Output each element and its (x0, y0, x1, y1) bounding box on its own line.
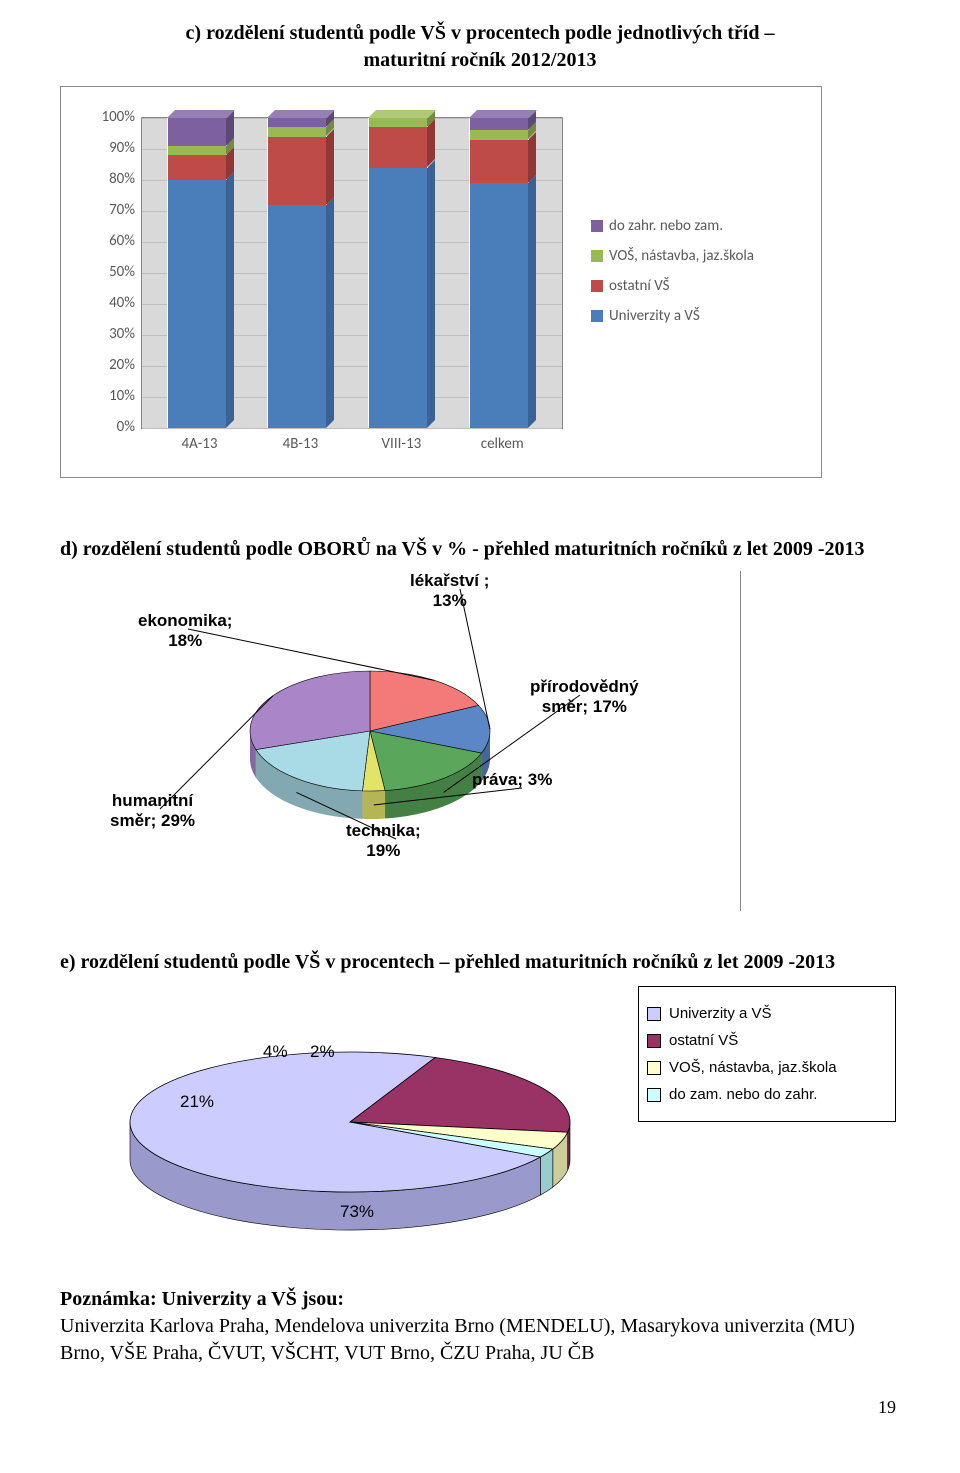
chart-e-value-label: 4% (263, 1042, 288, 1062)
chart-c-ytick: 30% (65, 325, 135, 343)
chart-c-ytick: 100% (65, 108, 135, 126)
chart-c-legend-item: do zahr. nebo zam. (591, 217, 754, 235)
chart-e-legend-item: ostatní VŠ (647, 1032, 887, 1049)
heading-e: e) rozdělení studentů podle VŠ v procent… (60, 951, 900, 974)
chart-e: 21% 4% 2% 73% Univerzity a VŠ ostatní VŠ VOŠ, … (60, 980, 896, 1250)
chart-c-ytick: 60% (65, 232, 135, 250)
chart-d-slice-label: ekonomika; 18% (138, 611, 232, 652)
chart-c-xtick: 4A-13 (182, 435, 218, 453)
chart-c-legend-item: Univerzity a VŠ (591, 307, 754, 325)
chart-c-bar (368, 118, 428, 428)
chart-c-bar (167, 118, 227, 428)
footnote-bold: Poznámka: Univerzity a VŠ jsou: (60, 1288, 344, 1310)
page-number: 19 (60, 1397, 900, 1418)
chart-c-ytick: 90% (65, 139, 135, 157)
chart-c-ytick: 80% (65, 170, 135, 188)
chart-d-slice-label: přírodovědný směr; 17% (530, 677, 639, 718)
footnote: Poznámka: Univerzity a VŠ jsou: Univerzi… (60, 1286, 900, 1367)
chart-c-xtick: 4B-13 (283, 435, 319, 453)
chart-c-xtick: celkem (481, 435, 524, 453)
chart-c-ytick: 70% (65, 201, 135, 219)
footnote-line2: Brno, VŠE Praha, ČVUT, VŠCHT, VUT Brno, … (60, 1342, 594, 1364)
chart-c-legend: do zahr. nebo zam. VOŠ, nástavba, jaz.ško… (591, 217, 754, 337)
chart-c-bar (267, 118, 327, 428)
heading-c-line2: maturitní ročník 2012/2013 (364, 49, 597, 71)
chart-d-slice-label: technika; 19% (346, 821, 421, 862)
chart-c-plot (141, 117, 563, 429)
chart-d: ekonomika; 18% lékařství ; 13% přírodovědn… (60, 571, 896, 911)
chart-e-legend: Univerzity a VŠ ostatní VŠ VOŠ, nástavba, … (638, 986, 896, 1122)
chart-c-ytick: 50% (65, 263, 135, 281)
chart-c-ytick: 40% (65, 294, 135, 312)
chart-e-value-label: 73% (340, 1202, 374, 1222)
footnote-line1: Univerzita Karlova Praha, Mendelova univ… (60, 1315, 855, 1337)
heading-d: d) rozdělení studentů podle OBORŮ na VŠ … (60, 538, 900, 561)
heading-c-line1: c) rozdělení studentů podle VŠ v procent… (186, 22, 775, 44)
chart-d-slice-label: lékařství ; 13% (410, 571, 489, 612)
chart-d-slice-label: práva; 3% (472, 770, 552, 790)
chart-c-ytick: 0% (65, 418, 135, 436)
chart-c-ytick: 10% (65, 387, 135, 405)
chart-d-slice-label: humanitní směr; 29% (110, 791, 195, 832)
chart-c-ytick: 20% (65, 356, 135, 374)
chart-e-legend-item: VOŠ, nástavba, jaz.škola (647, 1059, 887, 1076)
chart-e-value-label: 21% (180, 1092, 214, 1112)
chart-c-legend-item: ostatní VŠ (591, 277, 754, 295)
chart-c-bar (469, 118, 529, 428)
chart-c-xtick: VIII-13 (382, 435, 422, 453)
chart-e-legend-item: do zam. nebo do zahr. (647, 1086, 887, 1103)
chart-e-value-label: 2% (310, 1042, 335, 1062)
heading-c: c) rozdělení studentů podle VŠ v procent… (60, 20, 900, 74)
chart-e-legend-item: Univerzity a VŠ (647, 1005, 887, 1022)
chart-c-legend-item: VOŠ, nástavba, jaz.škola (591, 247, 754, 265)
chart-c: do zahr. nebo zam. VOŠ, nástavba, jaz.ško… (60, 86, 822, 478)
